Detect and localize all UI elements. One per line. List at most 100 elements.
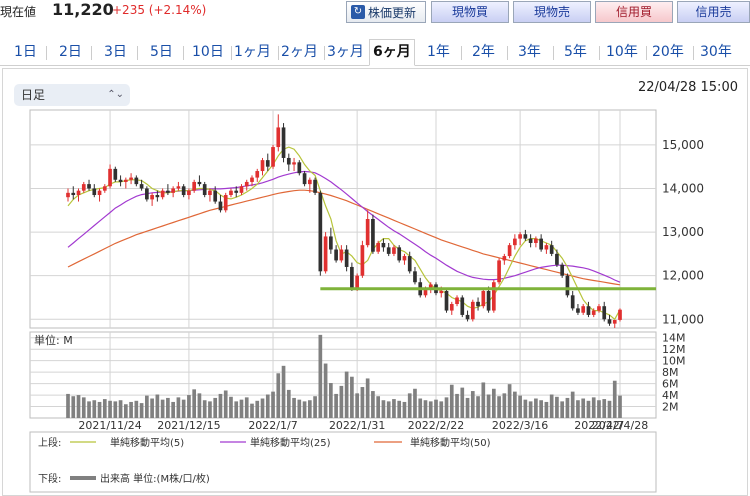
volume-bar	[239, 399, 244, 418]
spot-sell-button[interactable]: 現物売	[513, 1, 591, 23]
candle-body	[113, 168, 118, 180]
volume-bar	[187, 395, 191, 418]
candle-body	[223, 195, 228, 211]
candle-body	[281, 127, 286, 158]
candle-body	[139, 184, 144, 189]
legend-upper-label: 上段:	[38, 436, 61, 449]
volume-bar	[449, 384, 454, 418]
candle-body	[555, 253, 559, 265]
volume-bar	[402, 401, 407, 418]
tab-1m[interactable]: 1ヶ月	[234, 44, 271, 60]
refresh-price-button[interactable]: ↻ 株価更新	[346, 1, 426, 23]
volume-bar	[92, 400, 97, 418]
candle-body	[239, 186, 244, 193]
tab-separator	[646, 46, 647, 60]
volume-bar	[434, 399, 438, 418]
candle-body	[350, 266, 354, 289]
candle-body	[513, 238, 517, 246]
candle-body	[428, 284, 433, 289]
current-price-label: 現在値	[0, 5, 37, 19]
volume-bar	[360, 387, 365, 418]
volume-bar	[344, 371, 349, 418]
spot-buy-button[interactable]: 現物買	[431, 1, 509, 23]
volume-bar	[539, 400, 543, 418]
tab-6m[interactable]: 6ヶ月	[369, 39, 415, 66]
candle-body	[318, 192, 323, 272]
candle-body	[344, 249, 349, 267]
chart-type-select[interactable]: 日足 ⌃⌄	[14, 84, 130, 106]
tab-separator	[461, 46, 462, 60]
tab-2m[interactable]: 2ヶ月	[281, 44, 318, 60]
volume-bar	[376, 396, 381, 418]
tab-30y[interactable]: 30年	[700, 44, 732, 60]
price-axis: 15,000 14,000 13,000 12,000 11,000	[662, 138, 704, 326]
volume-bar	[470, 391, 475, 418]
tab-5d[interactable]: 5日	[150, 44, 173, 60]
candle-body	[181, 186, 186, 196]
candle-body	[523, 234, 528, 239]
tab-2y[interactable]: 2年	[472, 44, 495, 60]
candle-body	[265, 160, 270, 167]
candle-body	[118, 179, 123, 182]
tab-separator	[324, 46, 325, 60]
margin-buy-button[interactable]: 信用買	[595, 1, 673, 23]
volume-bar	[123, 404, 128, 418]
tab-10y[interactable]: 10年	[606, 44, 638, 60]
candle-body	[155, 195, 160, 198]
tab-10d[interactable]: 10日	[192, 44, 224, 60]
volume-bar	[181, 399, 186, 418]
volume-tick-label: 8M	[662, 366, 679, 379]
candle-body	[66, 192, 70, 198]
candle-body	[413, 271, 417, 283]
volume-bar	[597, 400, 601, 418]
candle-body	[202, 184, 207, 196]
candle-body	[491, 282, 496, 311]
candle-body	[145, 188, 149, 200]
tab-1y[interactable]: 1年	[427, 44, 450, 60]
volume-bar	[502, 393, 507, 418]
volume-bar	[197, 393, 202, 418]
tab-separator	[278, 46, 279, 60]
volume-bar	[118, 400, 123, 418]
tab-3y[interactable]: 3年	[518, 44, 541, 60]
candle-body	[470, 301, 475, 320]
tab-5y[interactable]: 5年	[564, 44, 587, 60]
tab-2d[interactable]: 2日	[59, 44, 82, 60]
volume-bar	[444, 397, 449, 418]
volume-bar	[307, 400, 312, 418]
tab-3d[interactable]: 3日	[104, 44, 127, 60]
candle-body	[423, 288, 428, 296]
candle-body	[97, 190, 102, 196]
ma5-line	[67, 146, 621, 321]
candle-body	[286, 157, 291, 165]
candle-body	[460, 297, 465, 315]
tab-separator	[553, 46, 554, 60]
volume-bar	[476, 396, 480, 418]
candle-body	[591, 310, 596, 315]
volume-bar	[223, 390, 228, 418]
candle-body	[302, 173, 307, 185]
volume-bar	[565, 397, 570, 418]
tab-3m[interactable]: 3ヶ月	[327, 44, 364, 60]
candle-body	[329, 236, 333, 250]
price-change: +235 (+2.14%)	[112, 3, 207, 17]
period-tabs: 1日 2日 3日 5日 10日 1ヶ月 2ヶ月 3ヶ月 6ヶ月 1年 2年 3年…	[0, 36, 750, 66]
volume-bar	[460, 387, 465, 418]
candle-body	[586, 306, 591, 315]
volume-bar	[208, 401, 212, 418]
candle-body	[108, 168, 112, 187]
volume-bar	[271, 391, 275, 418]
candle-body	[123, 179, 128, 182]
margin-sell-button[interactable]: 信用売	[677, 1, 750, 23]
candle-body	[250, 177, 254, 182]
volume-bar	[150, 398, 154, 418]
date-tick-label: 2022/4/28	[592, 419, 648, 432]
volume-bar	[386, 401, 391, 418]
price-header: 現在値 11,220 +235 (+2.14%) ↻ 株価更新 現物買 現物売 …	[0, 0, 750, 24]
volume-bar	[265, 394, 270, 418]
volume-bar	[555, 396, 559, 418]
tab-20y[interactable]: 20年	[652, 44, 684, 60]
tab-1d[interactable]: 1日	[14, 44, 37, 60]
